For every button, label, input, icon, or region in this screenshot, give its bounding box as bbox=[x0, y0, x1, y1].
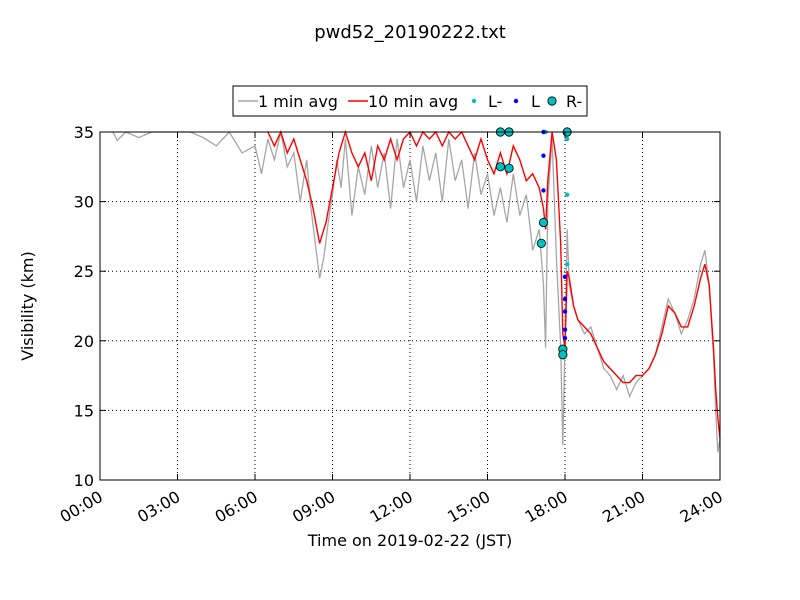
legend: 1 min avg 10 min avg L- L R- bbox=[232, 85, 588, 117]
data-point-l bbox=[562, 309, 568, 314]
series-layer bbox=[112, 127, 721, 453]
data-point-l bbox=[564, 136, 570, 142]
data-point-l bbox=[562, 327, 568, 332]
legend-items: 1 min avg 10 min avg L- L R- bbox=[238, 92, 582, 111]
data-point-l bbox=[564, 192, 570, 197]
y-tick-label: 10 bbox=[74, 471, 94, 490]
plot-background bbox=[100, 132, 720, 480]
data-point-l bbox=[562, 335, 568, 341]
y-tick-label: 25 bbox=[74, 262, 94, 281]
data-point-r bbox=[538, 217, 549, 228]
data-point-r bbox=[558, 350, 568, 360]
data-point-l bbox=[564, 262, 570, 267]
legend-swatch-l bbox=[471, 98, 477, 104]
y-tick-label: 35 bbox=[74, 123, 94, 142]
chart-title: pwd52_20190222.txt bbox=[314, 22, 506, 43]
y-axis: 10 15 20 25 30 35 bbox=[74, 123, 720, 490]
legend-label-l: L- bbox=[488, 92, 502, 111]
data-point-r bbox=[536, 238, 546, 248]
data-point-l bbox=[562, 274, 568, 279]
data-point-l bbox=[541, 153, 546, 158]
legend-swatch-r bbox=[547, 96, 557, 106]
data-point-l bbox=[541, 188, 546, 193]
series-line-10-min-avg bbox=[267, 129, 721, 439]
x-axis-label: Time on 2019-02-22 (JST) bbox=[307, 531, 512, 550]
data-point-r bbox=[495, 162, 506, 172]
legend-swatch-l bbox=[513, 98, 519, 104]
grid bbox=[100, 132, 720, 480]
legend-frame bbox=[232, 85, 588, 117]
plot-area bbox=[99, 127, 721, 481]
y-axis-label: Visibility (km) bbox=[18, 251, 37, 360]
legend-label-1-min-avg: 1 min avg bbox=[258, 92, 338, 111]
legend-label-r: R- bbox=[566, 92, 582, 111]
y-tick-label: 30 bbox=[74, 193, 94, 212]
legend-label-l: L bbox=[531, 92, 540, 111]
legend-label-10-min-avg: 10 min avg bbox=[368, 92, 458, 111]
data-point-l bbox=[562, 296, 568, 302]
data-point-r bbox=[504, 163, 514, 173]
y-tick-label: 15 bbox=[74, 401, 94, 420]
y-tick-label: 20 bbox=[74, 332, 94, 351]
